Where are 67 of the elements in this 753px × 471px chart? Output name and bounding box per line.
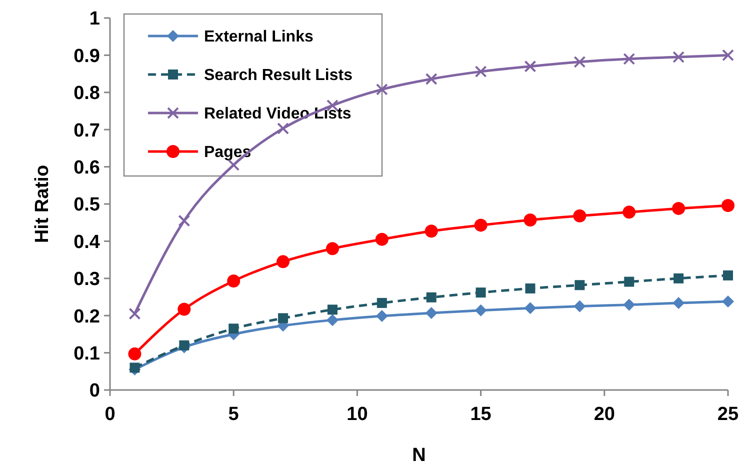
x-tick-label: 10 [346,404,368,425]
point [672,296,685,309]
point [624,276,634,287]
point [722,49,734,62]
point [326,314,338,326]
y-tick-label: 0.3 [74,269,100,290]
point [476,288,486,298]
point [574,280,585,290]
point [228,324,239,334]
y-tick-label: 0.2 [74,306,100,328]
y-tick-label: 0.6 [74,157,100,178]
point [376,310,388,322]
point [178,302,191,316]
point [674,273,684,284]
y-tick-label: 0.9 [74,46,100,67]
legend-label: External Links [204,28,314,46]
y-tick-label: 0.5 [74,194,100,216]
point [672,51,685,64]
point [723,270,733,280]
point [722,295,734,308]
point [327,304,338,315]
x-tick-label: 15 [470,404,492,425]
point [130,362,140,373]
point [524,213,537,226]
point [623,298,636,311]
point [524,60,536,72]
y-tick-label: 1 [89,8,100,30]
y-tick-label: 0.7 [74,120,100,142]
y-axis-title: Hit Ratio [32,164,53,244]
point [426,292,436,302]
point [376,298,387,308]
point [424,224,438,238]
x-tick-label: 5 [228,404,240,425]
point [178,214,190,227]
point [574,300,586,312]
point [128,308,141,320]
point [425,306,438,319]
point [623,52,636,65]
point [179,340,190,350]
point [376,83,388,96]
y-tick-label: 0 [89,380,100,402]
point [474,66,487,78]
point [524,302,536,314]
x-axis-title: N [412,445,426,466]
point [722,198,734,212]
point [622,206,636,219]
y-tick-label: 0.4 [74,232,100,253]
legend-label: Search Result Lists [204,67,353,84]
x-tick-label: 20 [594,404,615,425]
point [277,122,290,134]
point [227,274,240,288]
point [276,255,290,268]
point [326,242,339,256]
y-tick-label: 0.8 [74,83,100,104]
point [425,73,438,86]
point [525,283,536,294]
point [574,56,586,68]
point [128,347,142,360]
point [375,232,388,246]
y-tick-label: 0.1 [74,343,100,364]
point [573,209,586,222]
point [474,218,488,232]
x-tick-label: 25 [717,404,739,425]
point [672,202,686,215]
x-tick-label: 0 [104,404,116,425]
point [278,313,288,324]
point [474,304,487,316]
